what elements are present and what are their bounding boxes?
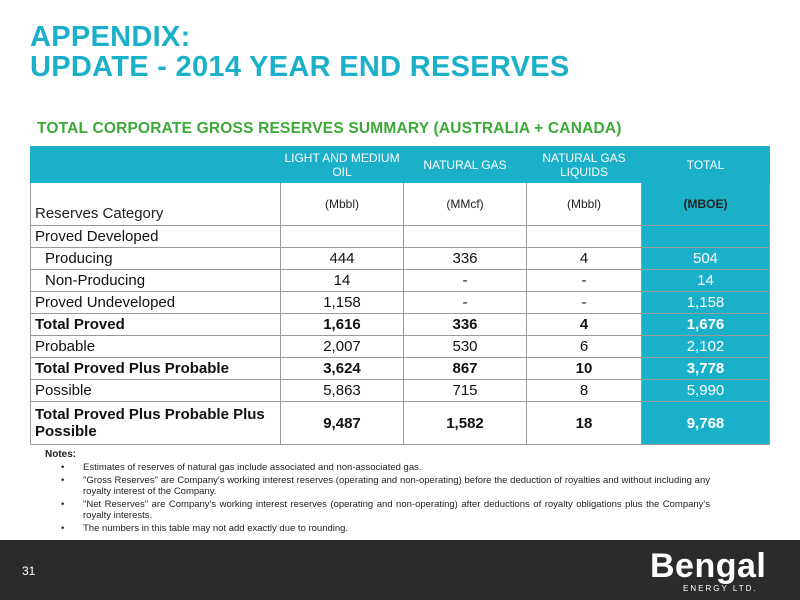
row-label: Non-Producing [30, 269, 281, 292]
notes-list: Estimates of reserves of natural gas inc… [45, 462, 710, 534]
row-label: Probable [30, 335, 281, 358]
cell-total: 504 [641, 247, 770, 270]
logo-subtitle: ENERGY LTD. [683, 584, 758, 593]
table-row-total: Total Proved Plus Probable 3,624 867 10 … [30, 357, 770, 380]
notes-section: Notes: Estimates of reserves of natural … [45, 449, 710, 536]
cell-ngl: 18 [526, 401, 642, 445]
reserves-table: LIGHT AND MEDIUM OIL NATURAL GAS NATURAL… [30, 146, 770, 445]
cell-oil: 2,007 [280, 335, 404, 358]
units-cell-ngl: (Mbbl) [526, 182, 642, 226]
table-row-total: Total Proved Plus Probable Plus Possible… [30, 401, 770, 445]
header-cell-total: TOTAL [641, 146, 770, 183]
table-row: Proved Developed [30, 225, 770, 248]
cell-gas: 336 [403, 247, 527, 270]
page-title-line-2: UPDATE - 2014 YEAR END RESERVES [30, 51, 570, 83]
note-item: The numbers in this table may not add ex… [45, 523, 710, 534]
row-label: Total Proved Plus Probable [30, 357, 281, 380]
cell-gas: 715 [403, 379, 527, 402]
cell-total: 14 [641, 269, 770, 292]
cell-gas: 336 [403, 313, 527, 336]
cell-gas: 867 [403, 357, 527, 380]
table-header-row: LIGHT AND MEDIUM OIL NATURAL GAS NATURAL… [30, 146, 770, 183]
cell-ngl: - [526, 291, 642, 314]
table-row: Probable 2,007 530 6 2,102 [30, 335, 770, 358]
table-row-total: Total Proved 1,616 336 4 1,676 [30, 313, 770, 336]
header-cell-blank [30, 146, 281, 183]
units-row: Reserves Category (Mbbl) (MMcf) (Mbbl) (… [30, 182, 770, 226]
cell-ngl: 8 [526, 379, 642, 402]
cell-gas: - [403, 291, 527, 314]
cell-oil: 3,624 [280, 357, 404, 380]
logo-name: Bengal [650, 547, 767, 585]
units-cell-oil: (Mbbl) [280, 182, 404, 226]
page-title-line-1: APPENDIX: [30, 21, 191, 53]
notes-title: Notes: [45, 449, 77, 460]
cell-oil: 444 [280, 247, 404, 270]
units-cell-total: (MBOE) [641, 182, 770, 226]
row-label: Possible [30, 379, 281, 402]
cell-oil [280, 225, 404, 248]
page-number: 31 [22, 564, 36, 578]
row-label: Proved Developed [30, 225, 281, 248]
cell-gas: - [403, 269, 527, 292]
row-label: Total Proved [30, 313, 281, 336]
header-cell-gas: NATURAL GAS [403, 146, 527, 183]
row-label: Proved Undeveloped [30, 291, 281, 314]
table-row: Possible 5,863 715 8 5,990 [30, 379, 770, 402]
note-item: "Gross Reserves" are Company's working i… [45, 475, 710, 497]
units-cell-gas: (MMcf) [403, 182, 527, 226]
cell-ngl: - [526, 269, 642, 292]
header-cell-ngl: NATURAL GAS LIQUIDS [526, 146, 642, 183]
footer-bar: 31 Bengal ENERGY LTD. [0, 540, 800, 600]
header-cell-oil: LIGHT AND MEDIUM OIL [280, 146, 404, 183]
page-title: APPENDIX: UPDATE - 2014 YEAR END RESERVE… [30, 22, 570, 82]
note-item: Estimates of reserves of natural gas inc… [45, 462, 710, 473]
cell-oil: 1,158 [280, 291, 404, 314]
row-label: Total Proved Plus Probable Plus Possible [30, 401, 281, 445]
cell-total: 5,990 [641, 379, 770, 402]
cell-ngl: 6 [526, 335, 642, 358]
table-row: Non-Producing 14 - - 14 [30, 269, 770, 292]
cell-ngl [526, 225, 642, 248]
cell-gas: 1,582 [403, 401, 527, 445]
cell-total: 3,778 [641, 357, 770, 380]
table-row: Proved Undeveloped 1,158 - - 1,158 [30, 291, 770, 314]
table-row: Producing 444 336 4 504 [30, 247, 770, 270]
cell-oil: 1,616 [280, 313, 404, 336]
cell-total: 9,768 [641, 401, 770, 445]
table-subtitle: TOTAL CORPORATE GROSS RESERVES SUMMARY (… [37, 120, 622, 137]
cell-total: 1,676 [641, 313, 770, 336]
cell-ngl: 10 [526, 357, 642, 380]
cell-gas: 530 [403, 335, 527, 358]
cell-gas [403, 225, 527, 248]
units-cell-category: Reserves Category [30, 182, 281, 226]
note-item: "Net Reserves" are Company's working int… [45, 499, 710, 521]
cell-oil: 14 [280, 269, 404, 292]
cell-total [641, 225, 770, 248]
cell-ngl: 4 [526, 247, 642, 270]
company-logo: Bengal ENERGY LTD. [650, 546, 790, 596]
cell-total: 2,102 [641, 335, 770, 358]
row-label: Producing [30, 247, 281, 270]
cell-ngl: 4 [526, 313, 642, 336]
cell-total: 1,158 [641, 291, 770, 314]
cell-oil: 9,487 [280, 401, 404, 445]
cell-oil: 5,863 [280, 379, 404, 402]
